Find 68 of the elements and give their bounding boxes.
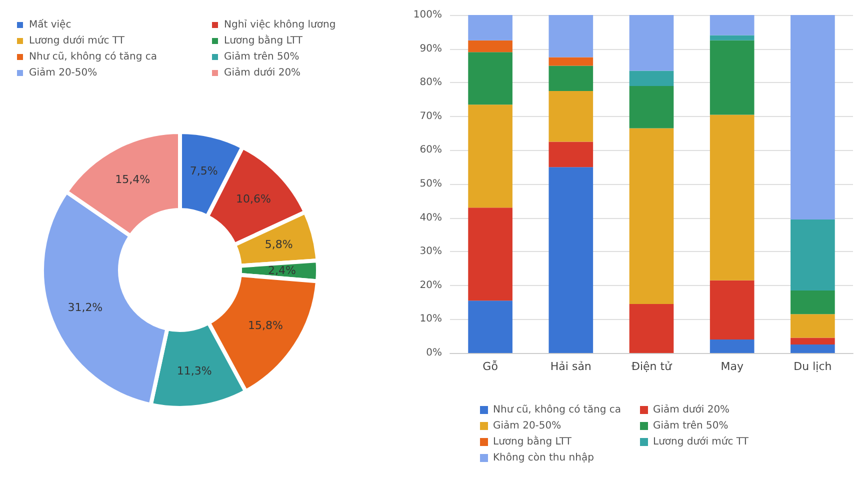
- legend-label: Nghỉ việc không lương: [224, 18, 336, 30]
- bar: [710, 40, 754, 115]
- bar: [548, 142, 594, 168]
- legend-label: Lương dưới mức TT: [29, 36, 126, 46]
- legend-label: Mất việc: [29, 18, 72, 30]
- legend-label: Lương dưới mức TT: [653, 436, 750, 448]
- data-label: 2,4%: [268, 264, 296, 278]
- bar: [468, 300, 512, 353]
- y-tick-label: 30%: [420, 246, 442, 258]
- bar: [468, 208, 512, 301]
- legend-label: Như cũ, không có tăng ca: [493, 404, 621, 416]
- bar: [710, 114, 754, 280]
- bar: [629, 86, 674, 128]
- legend-label: Như cũ, không có tăng ca: [29, 52, 157, 62]
- legend-label: Giảm 20-50%: [493, 420, 562, 432]
- y-tick-label: 0%: [426, 348, 442, 358]
- bar: [468, 52, 512, 105]
- data-label: 15,4%: [115, 173, 150, 186]
- data-label: 31,2%: [68, 301, 103, 314]
- bar: [790, 219, 835, 290]
- x-tick-label: Gỗ: [482, 360, 498, 373]
- legend-label: Giảm dưới 20%: [224, 66, 301, 78]
- y-tick-label: 100%: [413, 10, 442, 20]
- bar: [790, 290, 835, 314]
- bar: [629, 70, 674, 86]
- bar: [629, 304, 674, 353]
- data-label: 15,8%: [248, 319, 283, 332]
- y-tick-label: 60%: [420, 144, 442, 156]
- legend-label: Không còn thu nhập: [493, 452, 594, 464]
- y-tick-label: 80%: [420, 77, 442, 88]
- bar: [790, 314, 835, 338]
- x-tick-label: May: [720, 360, 744, 373]
- data-label: 7,5%: [190, 164, 218, 178]
- y-tick-label: 90%: [420, 43, 442, 54]
- bar: [629, 128, 674, 304]
- legend-label: Giảm dưới 20%: [653, 404, 730, 416]
- y-tick-label: 70%: [420, 110, 442, 122]
- bar: [629, 15, 674, 71]
- legend-label: Giảm 20-50%: [29, 66, 98, 78]
- legend-label: Lương bằng LTT: [224, 34, 304, 46]
- bar: [548, 167, 594, 353]
- x-tick-label: Hải sản: [550, 360, 592, 373]
- y-tick-label: 40%: [420, 212, 442, 224]
- bar: [790, 15, 835, 220]
- data-label: 10,6%: [236, 192, 271, 206]
- data-label: 5,8%: [264, 238, 293, 252]
- bar: [790, 344, 835, 353]
- bar: [468, 40, 512, 52]
- legend-label: Lương bằng LTT: [493, 436, 572, 448]
- bar: [468, 15, 512, 40]
- bar: [710, 35, 754, 40]
- y-tick-label: 10%: [420, 314, 442, 325]
- legend-label: Giảm trên 50%: [224, 50, 300, 62]
- bar: [548, 57, 594, 66]
- y-tick-label: 20%: [420, 280, 442, 291]
- bar: [468, 104, 512, 208]
- bar: [548, 66, 594, 92]
- bar: [548, 91, 594, 142]
- x-tick-label: Du lịch: [794, 360, 832, 373]
- legend-label: Giảm trên 50%: [653, 420, 728, 432]
- y-tick-label: 50%: [420, 178, 442, 190]
- x-tick-label: Điện tử: [631, 360, 673, 373]
- bar: [710, 339, 754, 353]
- bar: [548, 15, 594, 58]
- bar: [790, 338, 835, 345]
- bar: [710, 280, 754, 340]
- data-label: 11,3%: [176, 364, 212, 378]
- bar: [710, 15, 754, 36]
